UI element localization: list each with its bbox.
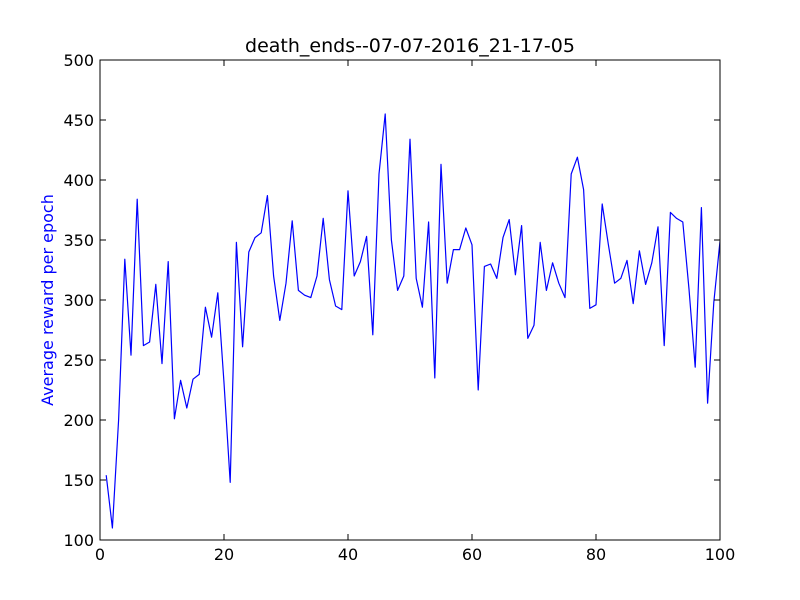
x-tick-label: 40	[338, 545, 358, 564]
y-tick-label: 350	[63, 231, 94, 250]
plot-area-frame	[99, 59, 721, 541]
y-tick-label: 150	[63, 471, 94, 490]
y-tick-label: 300	[63, 291, 94, 310]
y-tick-label: 500	[63, 51, 94, 70]
x-tick-label: 100	[705, 545, 736, 564]
y-axis-label: Average reward per epoch	[38, 194, 57, 406]
x-tick-label: 80	[586, 545, 606, 564]
y-tick-label: 100	[63, 531, 94, 550]
series-line-0	[105, 113, 720, 529]
y-tick-label: 200	[63, 411, 94, 430]
series-layer	[105, 113, 720, 529]
x-tick-label: 20	[214, 545, 234, 564]
y-tick-label: 400	[63, 171, 94, 190]
x-tick-label: 60	[462, 545, 482, 564]
tick-label-layer: 0 20 40 60 80 100 100 150 200 250 300 350 400 450 500	[63, 51, 735, 564]
y-tick-label: 250	[63, 351, 94, 370]
x-tick-label: 0	[95, 545, 105, 564]
chart-title: death_ends--07-07-2016_21-17-05	[245, 35, 575, 57]
y-tick-label: 450	[63, 111, 94, 130]
